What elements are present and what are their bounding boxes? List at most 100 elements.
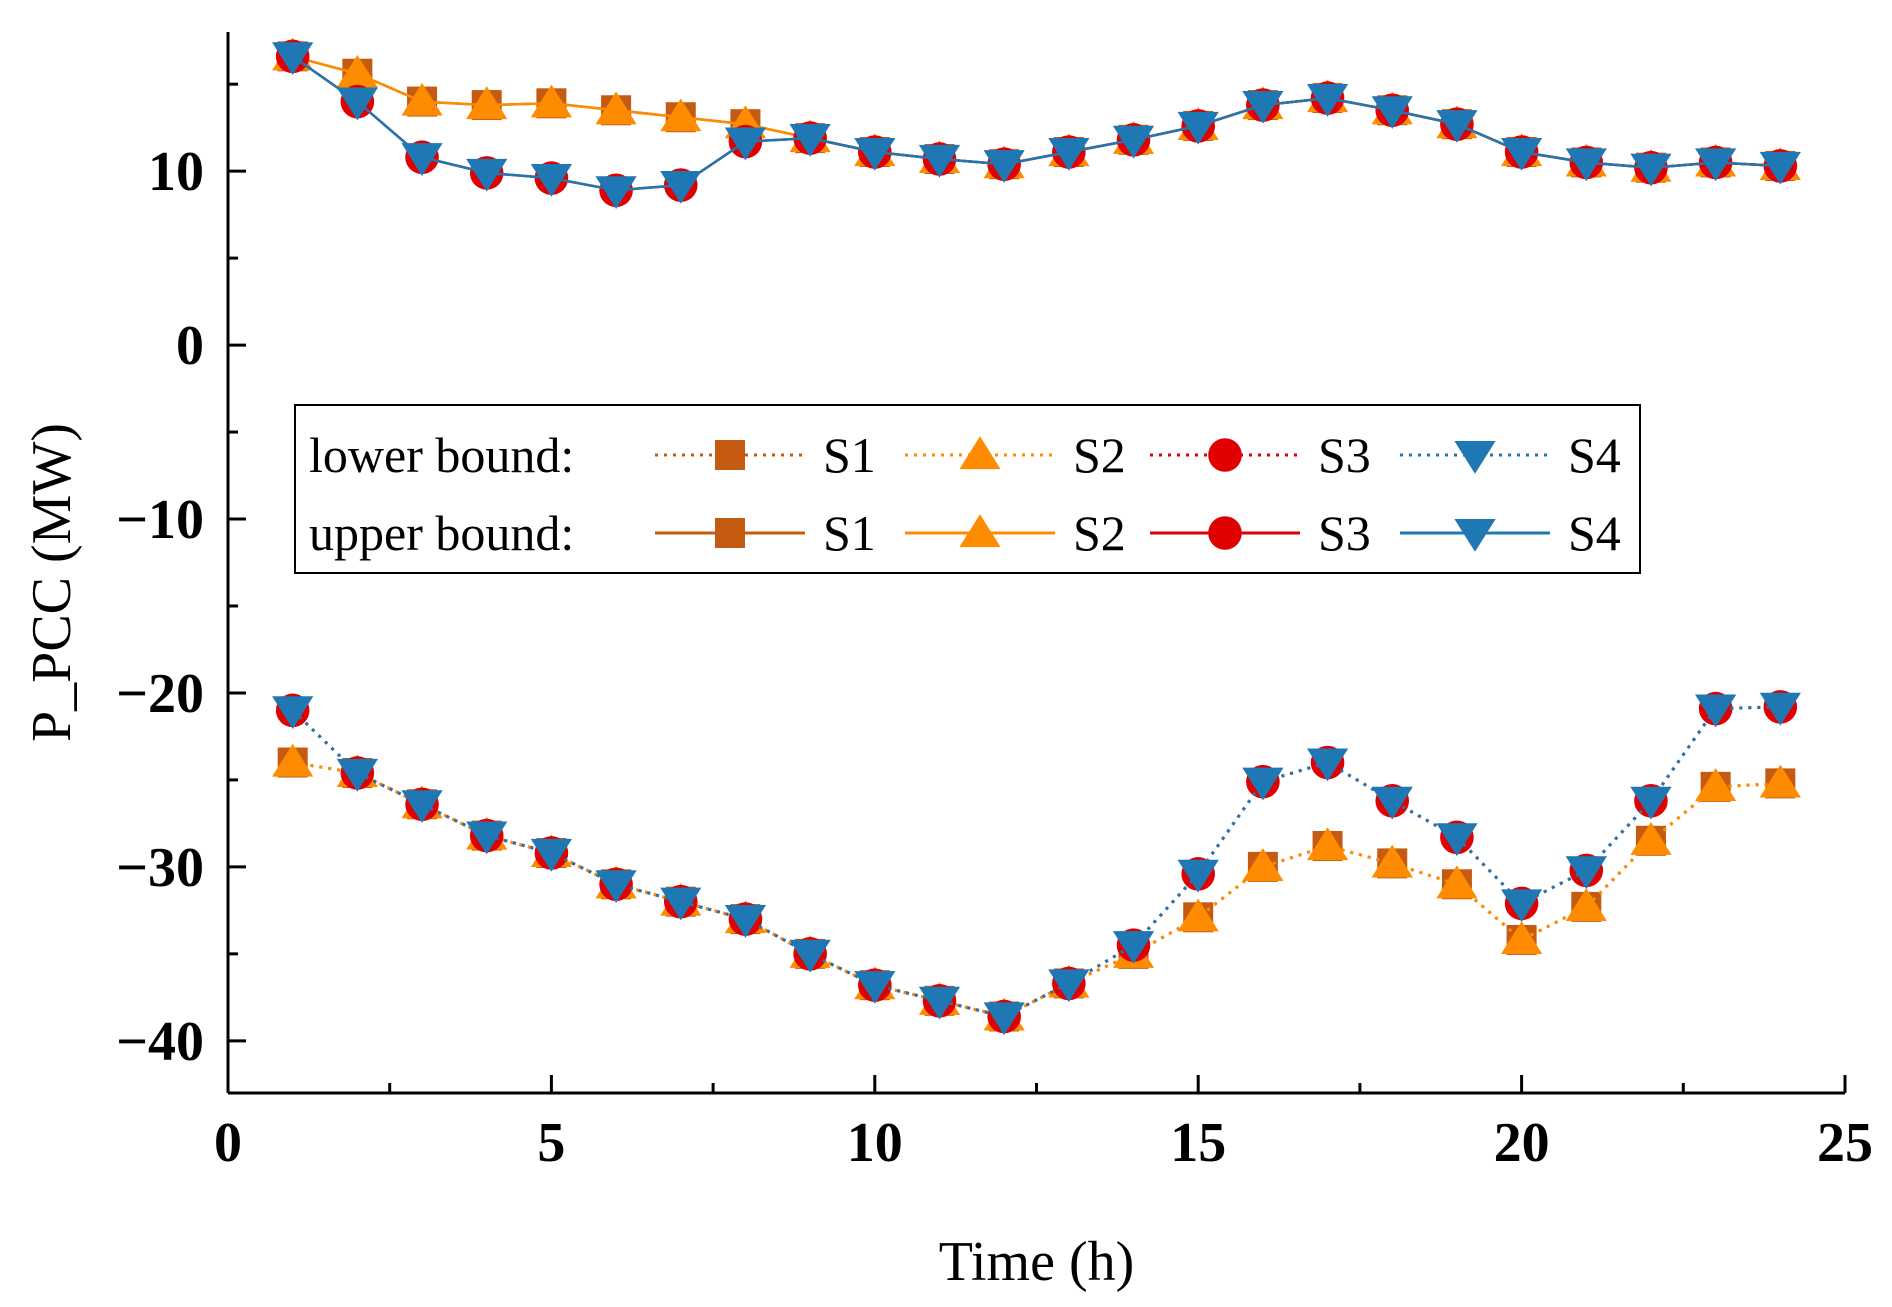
data-point-lower-s2 [1242, 848, 1284, 881]
series-line-upper-s3 [291, 55, 1781, 192]
data-point-lower-s4 [983, 1002, 1025, 1036]
y-axis-label: P_PCC (MW) [21, 423, 83, 742]
data-point-lower-s4 [724, 905, 767, 938]
legend-entry-label: S1 [823, 427, 876, 483]
data-point-lower-s4 [1436, 823, 1478, 857]
series-upper-s3 [275, 39, 1798, 208]
legend: lower bound: S1 S2 S3 S4 upper bound: S1 S2 S3 S4 [294, 404, 1641, 574]
data-point-upper-s4 [1371, 96, 1413, 130]
data-point-upper-s4 [336, 87, 378, 121]
data-point-upper-s4 [1112, 125, 1155, 159]
legend-marker [959, 436, 1001, 470]
data-point-upper-s4 [1630, 153, 1672, 187]
data-point-lower-s4 [1630, 786, 1672, 820]
y-tick-label: −20 [116, 663, 204, 725]
axes: 0 5 10 15 20 25 −40 −30 −20 −10 0 10 [116, 32, 1873, 1174]
legend-entry-label: S4 [1568, 505, 1621, 561]
data-point-lower-s4 [595, 870, 637, 904]
data-point-lower-s4 [1565, 856, 1607, 890]
data-point-upper-s4 [1436, 110, 1478, 143]
y-tick-label: −30 [116, 837, 204, 899]
data-point-upper-s4 [1500, 137, 1543, 171]
data-point-lower-s4 [1306, 748, 1349, 782]
y-tick-label: 0 [176, 315, 204, 377]
data-point-lower-s4 [1177, 859, 1219, 893]
data-point-upper-s2 [530, 84, 573, 118]
data-point-lower-s4 [660, 887, 702, 921]
x-tick-label: 15 [1170, 1112, 1226, 1174]
data-point-lower-s2 [1306, 827, 1349, 861]
legend-entry-label: S3 [1318, 505, 1371, 561]
data-point-upper-s2 [466, 86, 508, 120]
series-layer [272, 37, 1801, 1036]
data-point-upper-s2 [401, 82, 443, 116]
x-tick-label: 20 [1494, 1112, 1550, 1174]
data-point-upper-s4 [918, 144, 961, 178]
series-lower-s2 [272, 743, 1801, 1031]
data-point-upper-s4 [1565, 148, 1607, 182]
data-point-lower-s4 [530, 838, 573, 872]
data-point-lower-s2 [1177, 898, 1219, 932]
legend-entry-label: S3 [1318, 427, 1371, 483]
data-point-lower-s4 [854, 971, 896, 1004]
data-point-upper-s4 [854, 137, 896, 171]
data-point-upper-s4 [401, 143, 443, 176]
data-point-upper-s4 [466, 158, 508, 192]
data-point-lower-s2 [1695, 768, 1737, 801]
legend-entry-label: S2 [1073, 505, 1126, 561]
x-tick-label: 5 [537, 1112, 565, 1174]
data-point-upper-s4 [595, 176, 637, 210]
data-point-lower-s2 [272, 743, 314, 777]
data-point-lower-s2 [1565, 888, 1607, 921]
data-point-upper-s4 [1242, 90, 1284, 124]
legend-marker [715, 440, 745, 470]
legend-marker [1454, 440, 1496, 474]
series-line-upper-s1 [292, 55, 1781, 169]
data-point-upper-s4 [1695, 148, 1737, 182]
data-point-upper-s4 [1177, 111, 1219, 145]
data-point-lower-s4 [336, 758, 378, 792]
data-point-upper-s2 [336, 54, 378, 88]
data-point-upper-s4 [724, 127, 767, 161]
data-point-upper-s4 [660, 170, 702, 204]
series-line-upper-s2 [292, 55, 1781, 169]
data-point-lower-s2 [1500, 921, 1543, 955]
series-lower-s1 [277, 747, 1796, 1032]
data-point-upper-s4 [789, 124, 831, 157]
legend-label-lower: lower bound: [309, 427, 574, 483]
legend-marker [959, 514, 1001, 548]
data-point-lower-s4 [1759, 692, 1801, 726]
data-point-lower-s2 [1759, 764, 1801, 798]
data-point-lower-s4 [1242, 767, 1284, 801]
y-tick-label: −10 [116, 489, 204, 551]
data-point-upper-s4 [1759, 151, 1801, 185]
data-point-upper-s4 [272, 42, 314, 76]
data-point-lower-s4 [918, 986, 961, 1020]
data-point-lower-s4 [1695, 694, 1737, 728]
data-point-lower-s4 [1500, 889, 1543, 923]
legend-entry-label: S1 [823, 505, 876, 561]
data-point-upper-s4 [1048, 137, 1090, 171]
data-point-lower-s4 [401, 790, 443, 824]
series-upper-s4 [272, 42, 1801, 210]
data-point-upper-s4 [983, 150, 1025, 183]
data-point-lower-s2 [1371, 844, 1413, 878]
data-point-lower-s4 [1371, 786, 1413, 820]
series-line-lower-s2 [292, 761, 1781, 1019]
x-tick-label: 0 [214, 1112, 242, 1174]
series-line-lower-s1 [292, 761, 1781, 1019]
x-axis-label: Time (h) [939, 1231, 1135, 1293]
x-tick-label: 25 [1817, 1112, 1873, 1174]
data-point-lower-s2 [1630, 822, 1672, 855]
data-point-upper-s2 [595, 91, 637, 125]
legend-label-upper: upper bound: [309, 505, 574, 561]
series-lower-s3 [275, 690, 1798, 1034]
data-point-lower-s4 [789, 939, 831, 973]
y-tick-label: −40 [116, 1011, 204, 1073]
series-line-lower-s4 [291, 705, 1781, 1019]
data-point-upper-s4 [530, 164, 573, 197]
legend-marker [1208, 516, 1242, 550]
x-tick-label: 10 [847, 1112, 903, 1174]
legend-entry-label: S2 [1073, 427, 1126, 483]
